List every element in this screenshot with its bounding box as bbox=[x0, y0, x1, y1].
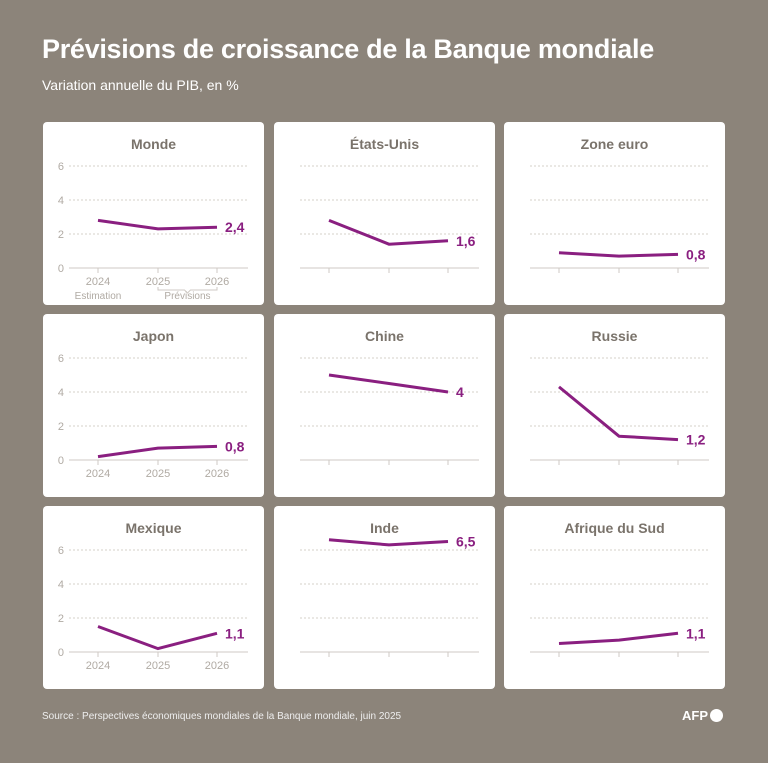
y-tick-label: 0 bbox=[58, 647, 64, 659]
previsions-annotation: Prévisions bbox=[164, 291, 210, 302]
data-line bbox=[97, 444, 218, 459]
x-tick-label: 2025 bbox=[146, 660, 170, 672]
data-line bbox=[328, 373, 449, 394]
x-tick-label: 2026 bbox=[205, 276, 229, 288]
chart-panel: Japon 0 2 4 6 2024 2025 2026 0,8 bbox=[43, 314, 264, 497]
end-value-label: 1,6 bbox=[456, 233, 476, 249]
previsions-bracket bbox=[157, 287, 218, 294]
chart-title: Japon bbox=[133, 328, 174, 344]
chart-panel: Inde 6,5 bbox=[274, 506, 495, 689]
chart-title: Monde bbox=[131, 136, 176, 152]
end-value-label: 1,1 bbox=[225, 625, 245, 641]
chart-panel: États-Unis 1,6 bbox=[274, 122, 495, 305]
data-line bbox=[558, 385, 679, 442]
x-tick-label: 2024 bbox=[86, 276, 110, 288]
y-tick-label: 0 bbox=[58, 455, 64, 467]
chart-title: États-Unis bbox=[350, 136, 419, 152]
data-line bbox=[328, 219, 449, 246]
y-tick-label: 4 bbox=[58, 387, 64, 399]
y-tick-label: 2 bbox=[58, 421, 64, 433]
data-line bbox=[558, 251, 679, 258]
chart-title: Zone euro bbox=[581, 136, 649, 152]
chart-panel: Zone euro 0,8 bbox=[504, 122, 725, 305]
line-chart: Inde 6,5 bbox=[300, 520, 479, 657]
page-title: Prévisions de croissance de la Banque mo… bbox=[42, 34, 654, 64]
chart-title: Chine bbox=[365, 328, 404, 344]
x-tick-label: 2026 bbox=[205, 660, 229, 672]
y-tick-label: 0 bbox=[58, 263, 64, 275]
line-chart: Zone euro 0,8 bbox=[530, 136, 709, 273]
end-value-label: 0,8 bbox=[225, 438, 245, 454]
end-value-label: 1,1 bbox=[686, 625, 706, 641]
y-tick-label: 6 bbox=[58, 545, 64, 557]
chart-title: Mexique bbox=[125, 520, 181, 536]
line-chart: Afrique du Sud 1,1 bbox=[530, 520, 709, 657]
logo-dot-icon bbox=[710, 709, 723, 722]
y-tick-label: 6 bbox=[58, 353, 64, 365]
y-tick-label: 2 bbox=[58, 229, 64, 241]
x-tick-label: 2026 bbox=[205, 468, 229, 480]
y-tick-label: 2 bbox=[58, 613, 64, 625]
x-tick-label: 2024 bbox=[86, 660, 110, 672]
y-tick-label: 4 bbox=[58, 579, 64, 591]
end-value-label: 2,4 bbox=[225, 219, 245, 235]
x-tick-label: 2025 bbox=[146, 468, 170, 480]
data-line bbox=[97, 625, 218, 651]
end-value-label: 6,5 bbox=[456, 534, 476, 550]
chart-panel: Russie 1,2 bbox=[504, 314, 725, 497]
line-chart: Russie 1,2 bbox=[530, 328, 709, 465]
line-chart: États-Unis 1,6 bbox=[300, 136, 479, 273]
afp-logo: AFP bbox=[682, 708, 723, 723]
chart-panel: Chine 4 bbox=[274, 314, 495, 497]
page-subtitle: Variation annuelle du PIB, en % bbox=[42, 77, 239, 93]
source-note: Source : Perspectives économiques mondia… bbox=[42, 711, 402, 722]
line-chart: Chine 4 bbox=[300, 328, 479, 465]
chart-title: Russie bbox=[592, 328, 638, 344]
chart-panel: Monde 0 2 4 6 2024 2025 2026 Estimation Prévision… bbox=[43, 122, 264, 305]
data-line bbox=[558, 631, 679, 645]
end-value-label: 1,2 bbox=[686, 432, 706, 448]
chart-title: Afrique du Sud bbox=[564, 520, 664, 536]
line-chart: Japon 0 2 4 6 2024 2025 2026 0,8 bbox=[58, 328, 248, 480]
logo-text: AFP bbox=[682, 708, 708, 723]
x-tick-label: 2024 bbox=[86, 468, 110, 480]
y-tick-label: 6 bbox=[58, 161, 64, 173]
data-line bbox=[328, 538, 449, 547]
end-value-label: 0,8 bbox=[686, 246, 706, 262]
chart-title: Inde bbox=[370, 520, 399, 536]
chart-panel: Mexique 0 2 4 6 2024 2025 2026 1,1 bbox=[43, 506, 264, 689]
x-tick-label: 2025 bbox=[146, 276, 170, 288]
line-chart: Mexique 0 2 4 6 2024 2025 2026 1,1 bbox=[58, 520, 248, 672]
line-chart: Monde 0 2 4 6 2024 2025 2026 Estimation Prévision… bbox=[58, 136, 248, 302]
chart-panel: Afrique du Sud 1,1 bbox=[504, 506, 725, 689]
y-tick-label: 4 bbox=[58, 195, 64, 207]
end-value-label: 4 bbox=[456, 384, 464, 400]
estimation-annotation: Estimation bbox=[75, 291, 122, 302]
data-line bbox=[97, 218, 218, 231]
